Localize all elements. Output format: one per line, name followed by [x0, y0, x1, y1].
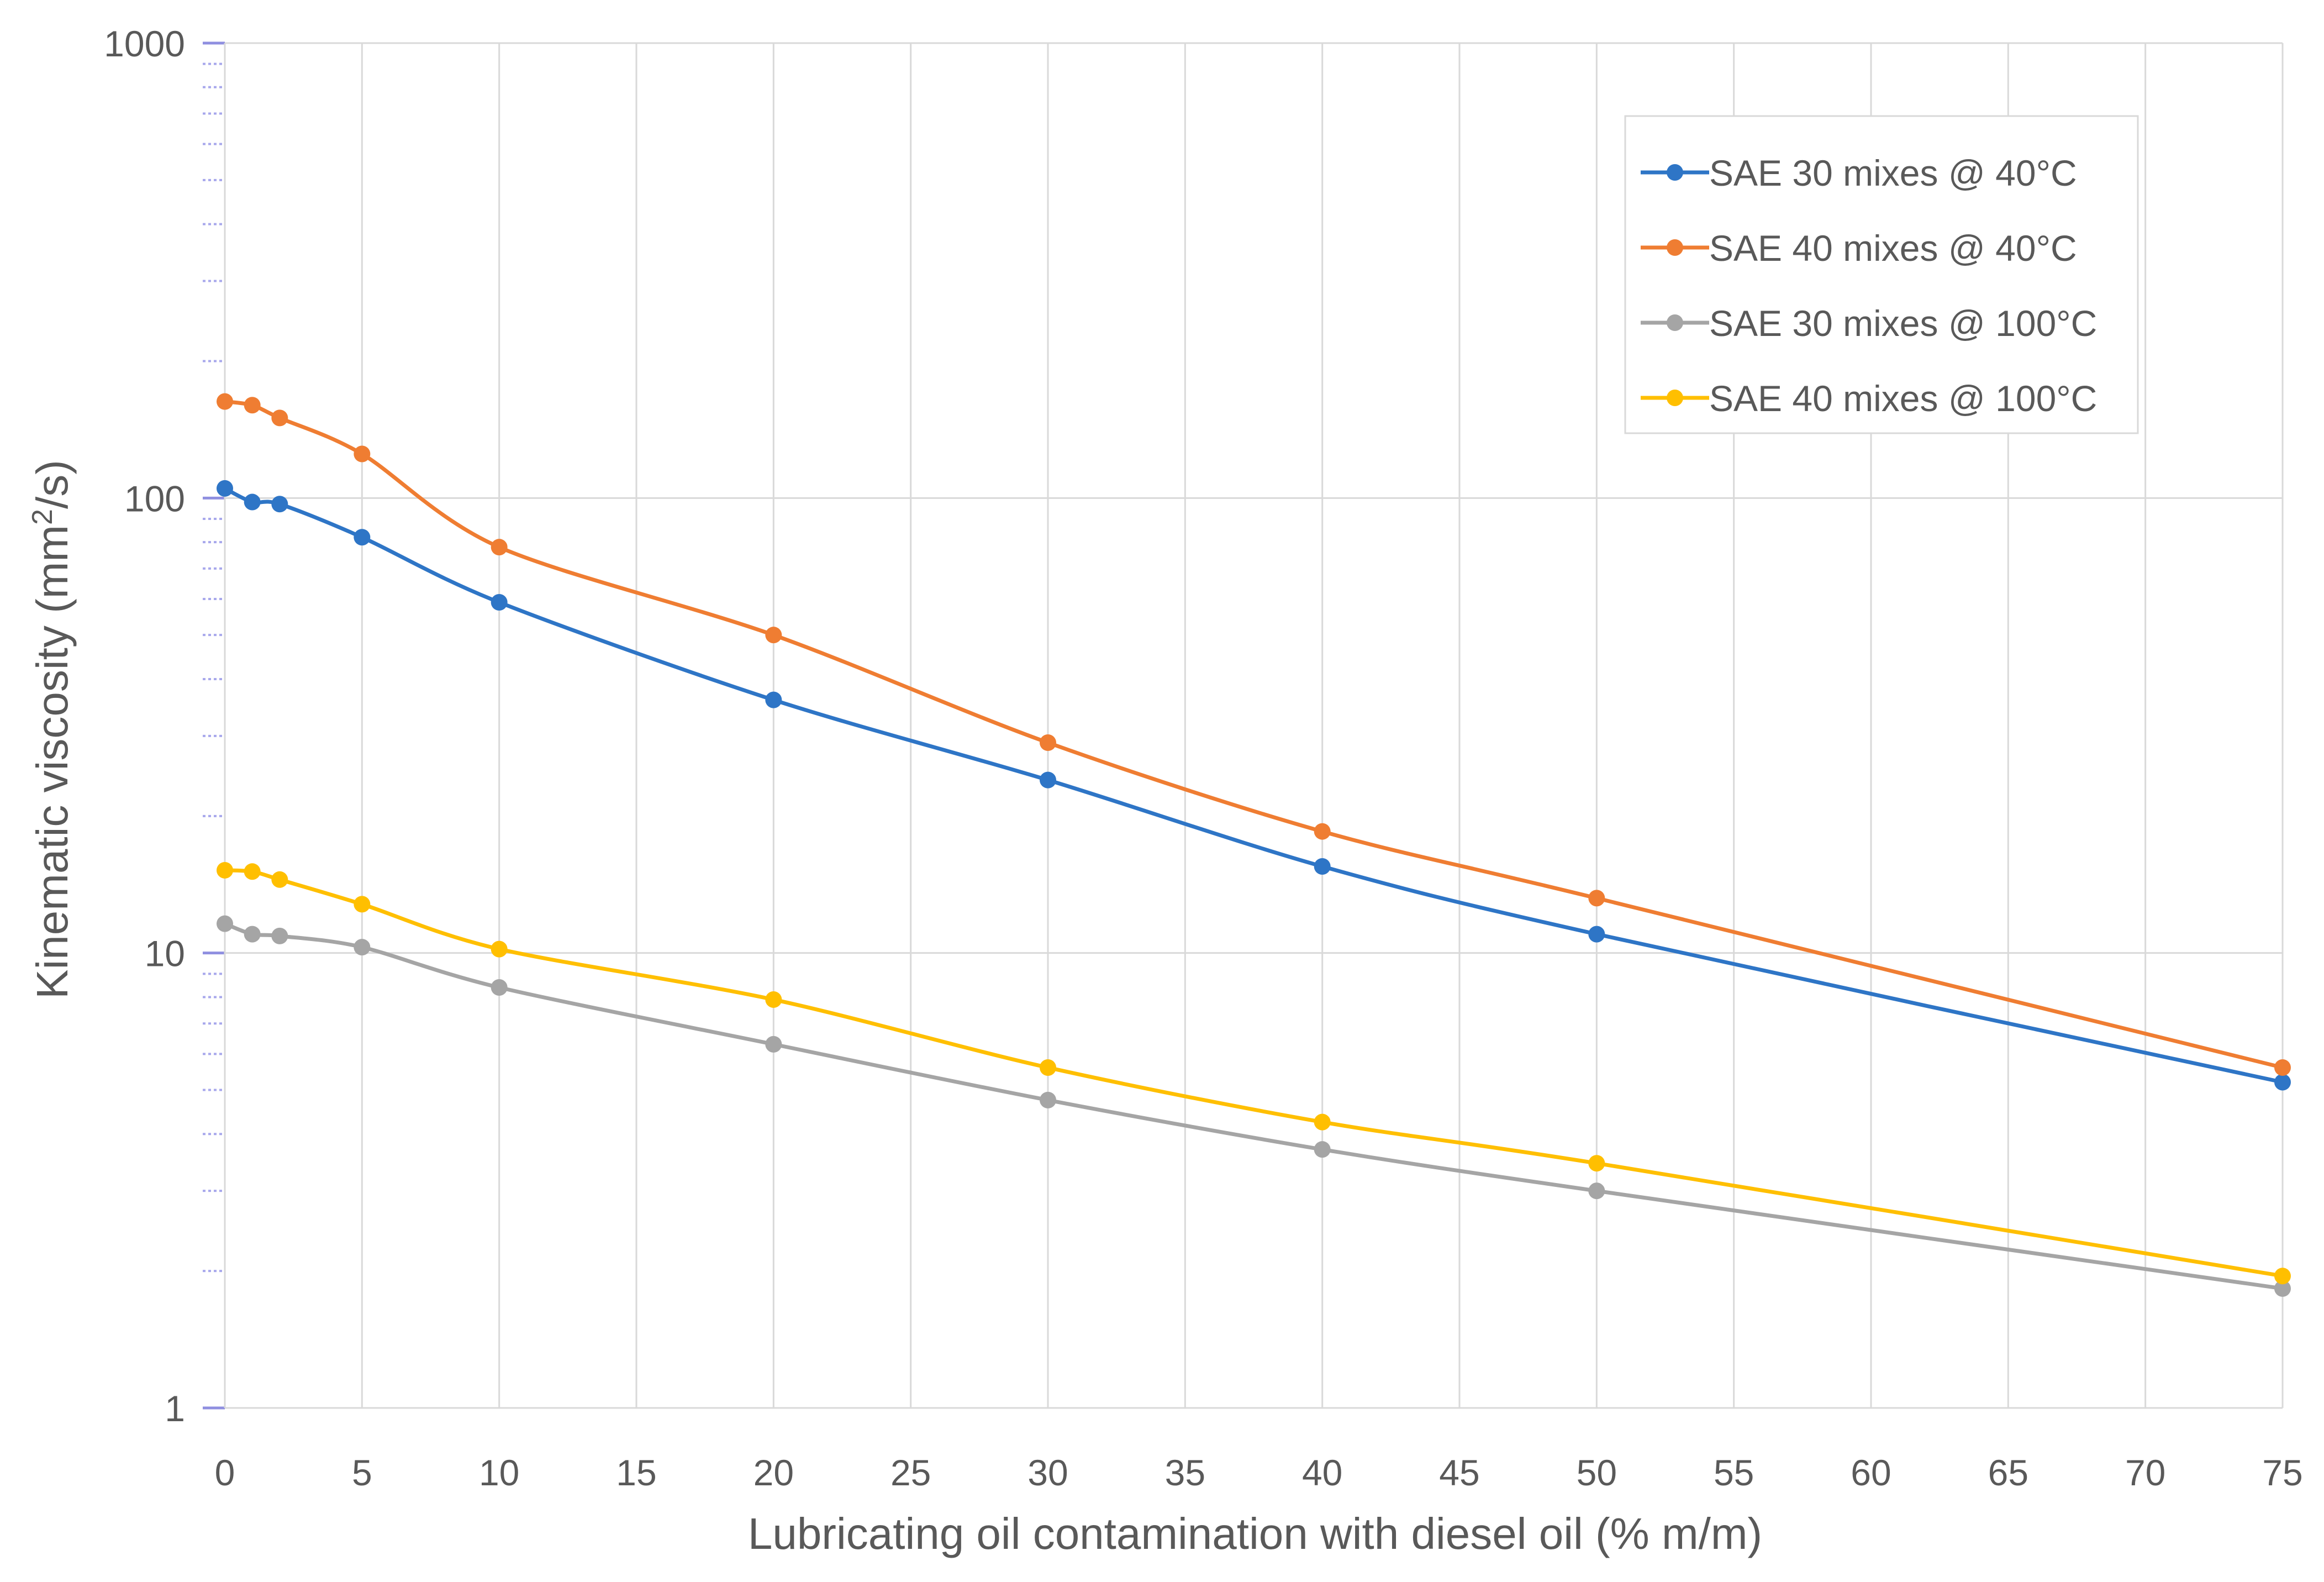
x-tick-label: 10 [479, 1452, 519, 1493]
y-tick-label: 1000 [104, 23, 185, 64]
series-3-point [354, 939, 371, 956]
series-4-point [271, 871, 288, 888]
legend: SAE 30 mixes @ 40°C SAE 40 mixes @ 40°C SA… [1624, 115, 2139, 434]
legend-marker-3 [1667, 314, 1683, 331]
series-4-point [1040, 1059, 1056, 1076]
series-3-point [1314, 1141, 1331, 1158]
series-4-point [354, 896, 371, 913]
series-2-point [217, 393, 233, 410]
series-2-point [491, 539, 508, 556]
y-tick-label: 1 [165, 1388, 185, 1429]
series-1-point [1588, 926, 1605, 943]
x-tick-label: 20 [753, 1452, 794, 1493]
y-axis [203, 41, 226, 1410]
series-4-point [217, 861, 233, 879]
series-3-point [491, 979, 508, 996]
series-1-point [217, 480, 233, 497]
x-tick-label: 50 [1577, 1452, 1617, 1493]
series-3-point [1588, 1182, 1605, 1200]
x-tick-label: 65 [1988, 1452, 2028, 1493]
series-1-point [271, 496, 288, 513]
x-tick-label: 35 [1165, 1452, 1205, 1493]
series-2-point [765, 627, 782, 644]
x-tick-label: 45 [1439, 1452, 1479, 1493]
series-2-point [1040, 734, 1056, 751]
legend-marker-4 [1667, 390, 1683, 406]
series-1-point [2274, 1074, 2291, 1091]
series-2-point [271, 409, 288, 427]
x-tick-label: 15 [616, 1452, 656, 1493]
series-2-point [2274, 1059, 2291, 1076]
series-2-point [244, 397, 261, 414]
x-tick-label: 70 [2125, 1452, 2165, 1493]
x-tick-label: 55 [1714, 1452, 1754, 1493]
x-tick-labels: 0 5 10 15 20 25 30 35 40 45 50 55 60 65 70 75 [215, 1452, 2303, 1493]
vertical-gridlines [224, 43, 2284, 1408]
y-axis-title-sup: 2 [27, 509, 59, 525]
series-3-point [244, 926, 261, 943]
y-axis-title: Kinematic viscosity (mm2/s) [27, 460, 77, 999]
series-3-point [271, 927, 288, 944]
series-4-point [244, 863, 261, 880]
x-tick-label: 25 [890, 1452, 931, 1493]
legend-label-1: SAE 30 mixes @ 40°C [1709, 153, 2077, 193]
y-axis-title-suffix: /s) [28, 460, 77, 509]
series-1-point [491, 593, 508, 611]
x-tick-label: 75 [2262, 1452, 2302, 1493]
series-layer [217, 393, 2291, 1297]
series-line-1 [223, 486, 2285, 1084]
y-tick-labels: 1 10 100 1000 [104, 23, 185, 1429]
y-minor-ticks [203, 62, 225, 1273]
x-tick-label: 5 [352, 1452, 372, 1493]
series-1-point [765, 691, 782, 708]
series-3-point [217, 915, 233, 932]
x-tick-label: 60 [1851, 1452, 1891, 1493]
x-tick-label: 30 [1027, 1452, 1068, 1493]
series-line-3 [223, 922, 2285, 1291]
series-3-point [2274, 1280, 2291, 1297]
series-line-4 [223, 868, 2285, 1278]
series-3-point [765, 1036, 782, 1053]
series-4-point [765, 991, 782, 1008]
series-2-point [1314, 823, 1331, 840]
legend-box [1624, 115, 2139, 434]
legend-label-4: SAE 40 mixes @ 100°C [1709, 378, 2097, 419]
x-tick-label: 40 [1302, 1452, 1342, 1493]
series-3-point [1040, 1091, 1056, 1108]
series-1-point [354, 529, 371, 546]
series-4-point [1314, 1113, 1331, 1131]
series-line-2 [223, 400, 2285, 1070]
series-2-point [354, 445, 371, 462]
legend-label-3: SAE 30 mixes @ 100°C [1709, 303, 2097, 344]
series-4-point [2274, 1268, 2291, 1285]
series-4-point [491, 940, 508, 958]
series-1-point [244, 493, 261, 511]
legend-label-2: SAE 40 mixes @ 40°C [1709, 228, 2077, 269]
series-1-point [1040, 771, 1056, 789]
series-1-point [1314, 858, 1331, 875]
horizontal-gridlines [225, 42, 2283, 1409]
y-axis-title-prefix: Kinematic viscosity (mm [28, 525, 77, 999]
legend-marker-2 [1667, 239, 1683, 256]
series-4-point [1588, 1155, 1605, 1172]
y-tick-label: 10 [145, 933, 185, 974]
x-tick-label: 0 [215, 1452, 235, 1493]
x-axis-title: Lubricating oil contamination with diese… [748, 1509, 1762, 1558]
series-2-point [1588, 890, 1605, 907]
y-tick-label: 100 [124, 478, 185, 519]
legend-marker-1 [1667, 164, 1683, 181]
